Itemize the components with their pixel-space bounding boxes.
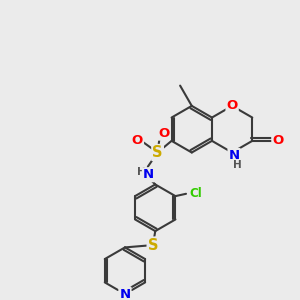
Text: N: N — [229, 149, 240, 162]
Text: S: S — [148, 238, 158, 253]
Text: N: N — [143, 168, 154, 181]
Text: N: N — [119, 287, 130, 300]
Text: H: H — [232, 160, 241, 170]
Text: H: H — [137, 167, 146, 177]
Text: Cl: Cl — [189, 187, 202, 200]
Text: O: O — [132, 134, 143, 147]
Text: O: O — [272, 134, 284, 147]
Text: S: S — [152, 145, 163, 160]
Text: O: O — [158, 127, 169, 140]
Text: O: O — [226, 99, 238, 112]
